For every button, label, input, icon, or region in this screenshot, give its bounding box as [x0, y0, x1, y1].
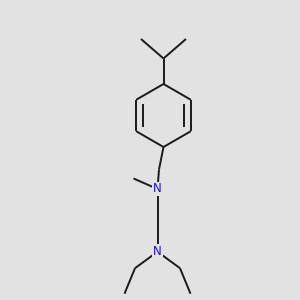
Text: N: N [153, 182, 162, 196]
Text: N: N [153, 245, 162, 258]
